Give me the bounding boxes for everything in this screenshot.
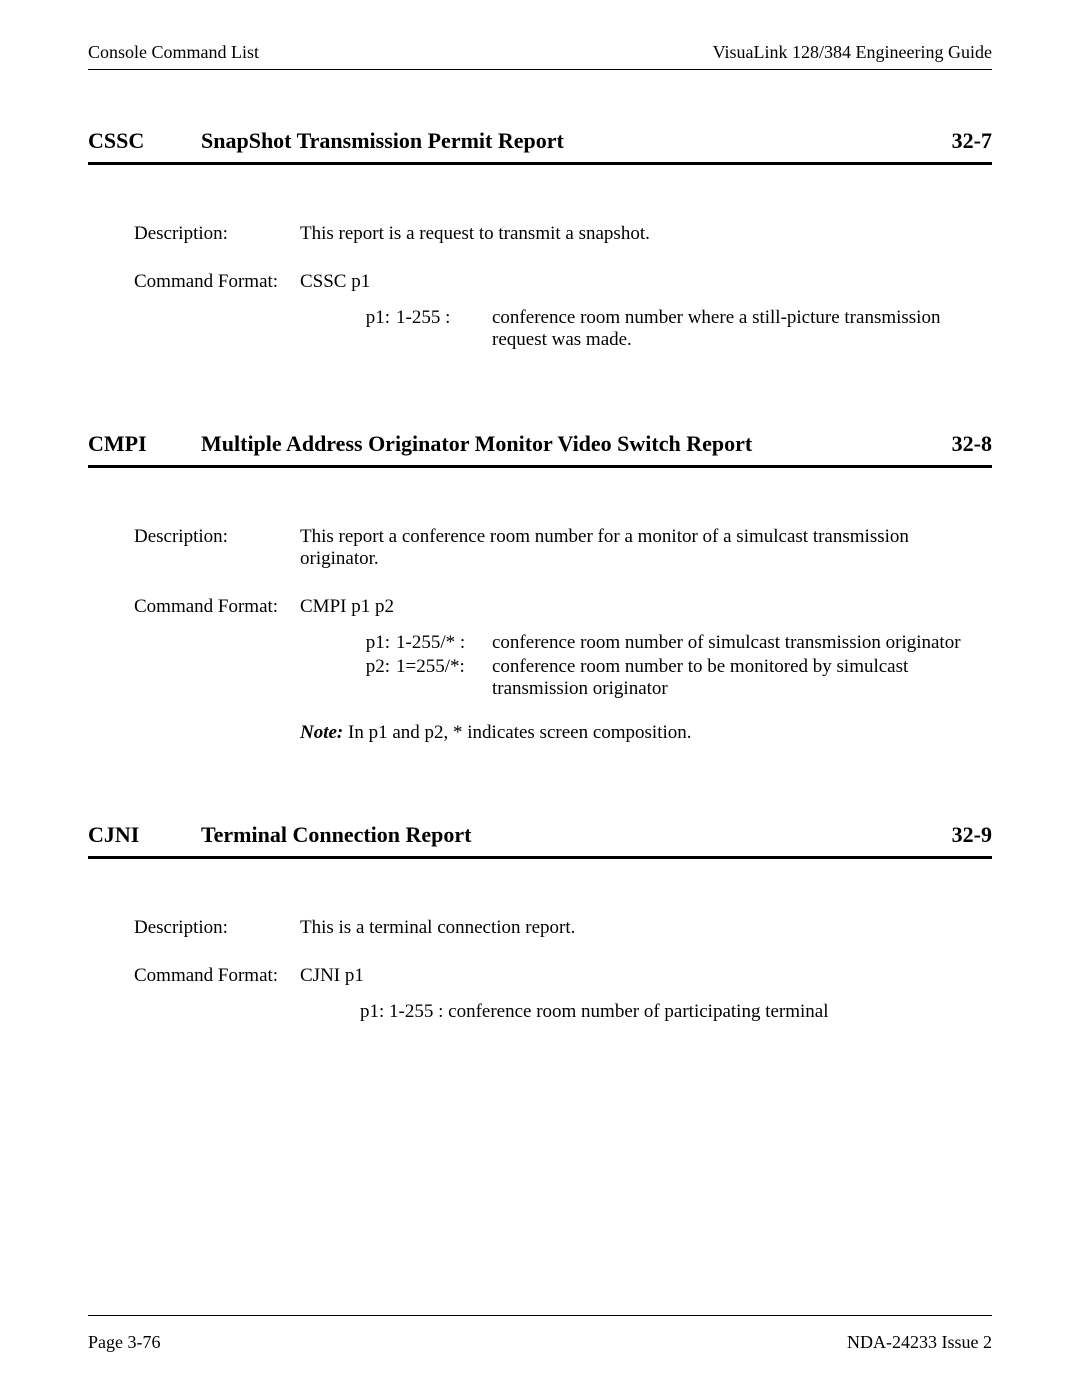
param-key: p1: xyxy=(350,632,396,654)
section-cssc: CSSC SnapShot Transmission Permit Report… xyxy=(88,128,992,353)
param-block: p1: 1-255 : conference room number where… xyxy=(300,307,992,351)
description-label: Description: xyxy=(134,917,300,939)
description-row: Description: This report a conference ro… xyxy=(134,526,992,570)
section-cjni: CJNI Terminal Connection Report 32-9 Des… xyxy=(88,822,992,1023)
command-format-text: CSSC p1 xyxy=(300,271,992,293)
section-cmpi: CMPI Multiple Address Originator Monitor… xyxy=(88,431,992,744)
param-block: p1: 1-255/* : conference room number of … xyxy=(300,632,992,700)
section-title: Multiple Address Originator Monitor Vide… xyxy=(201,431,952,457)
section-number: 32-9 xyxy=(952,822,992,848)
param-row: p1: 1-255 : conference room number where… xyxy=(350,307,992,351)
section-head: CJNI Terminal Connection Report 32-9 xyxy=(88,822,992,859)
command-format-value: CJNI p1 p1: 1-255 : conference room numb… xyxy=(300,965,992,1023)
description-text: This report a conference room number for… xyxy=(300,526,992,570)
running-header: Console Command List VisuaLink 128/384 E… xyxy=(88,42,992,70)
description-label: Description: xyxy=(134,223,300,245)
command-format-row: Command Format: CSSC p1 p1: 1-255 : conf… xyxy=(134,271,992,353)
command-format-label: Command Format: xyxy=(134,965,300,987)
command-format-text: CMPI p1 p2 xyxy=(300,596,992,618)
section-body: Description: This report is a request to… xyxy=(88,223,992,353)
command-format-row: Command Format: CJNI p1 p1: 1-255 : conf… xyxy=(134,965,992,1023)
param-key: p1: xyxy=(350,307,396,329)
section-body: Description: This is a terminal connecti… xyxy=(88,917,992,1023)
section-title: Terminal Connection Report xyxy=(201,822,952,848)
note-row: Note: In p1 and p2, * indicates screen c… xyxy=(300,722,992,744)
running-footer: Page 3-76 NDA-24233 Issue 2 xyxy=(88,1315,992,1353)
param-range: 1-255 : xyxy=(396,307,486,329)
command-format-value: CMPI p1 p2 p1: 1-255/* : conference room… xyxy=(300,596,992,744)
section-number: 32-8 xyxy=(952,431,992,457)
param-desc: conference room number where a still-pic… xyxy=(486,307,992,351)
description-row: Description: This report is a request to… xyxy=(134,223,992,245)
param-row: p1: 1-255/* : conference room number of … xyxy=(350,632,992,654)
command-format-value: CSSC p1 p1: 1-255 : conference room numb… xyxy=(300,271,992,353)
section-code: CJNI xyxy=(88,822,201,848)
footer-right: NDA-24233 Issue 2 xyxy=(847,1332,992,1353)
section-code: CMPI xyxy=(88,431,201,457)
section-title: SnapShot Transmission Permit Report xyxy=(201,128,952,154)
param-row: p2: 1=255/*: conference room number to b… xyxy=(350,656,992,700)
footer-left: Page 3-76 xyxy=(88,1332,160,1353)
section-number: 32-7 xyxy=(952,128,992,154)
command-format-label: Command Format: xyxy=(134,271,300,293)
note-label: Note: xyxy=(300,722,343,743)
param-range: 1-255/* : xyxy=(396,632,486,654)
param-desc: conference room number to be monitored b… xyxy=(486,656,992,700)
section-code: CSSC xyxy=(88,128,201,154)
param-block: p1: 1-255 : conference room number of pa… xyxy=(300,1001,992,1023)
param-inline: p1: 1-255 : conference room number of pa… xyxy=(360,1001,992,1023)
description-label: Description: xyxy=(134,526,300,548)
header-right: VisuaLink 128/384 Engineering Guide xyxy=(713,42,992,63)
description-row: Description: This is a terminal connecti… xyxy=(134,917,992,939)
note-text: In p1 and p2, * indicates screen composi… xyxy=(343,722,691,743)
section-body: Description: This report a conference ro… xyxy=(88,526,992,744)
section-head: CSSC SnapShot Transmission Permit Report… xyxy=(88,128,992,165)
section-head: CMPI Multiple Address Originator Monitor… xyxy=(88,431,992,468)
param-desc: conference room number of simulcast tran… xyxy=(486,632,992,654)
command-format-label: Command Format: xyxy=(134,596,300,618)
command-format-row: Command Format: CMPI p1 p2 p1: 1-255/* :… xyxy=(134,596,992,744)
param-key: p2: xyxy=(350,656,396,678)
header-left: Console Command List xyxy=(88,42,259,63)
description-text: This report is a request to transmit a s… xyxy=(300,223,992,245)
command-format-text: CJNI p1 xyxy=(300,965,992,987)
description-text: This is a terminal connection report. xyxy=(300,917,992,939)
param-range: 1=255/*: xyxy=(396,656,486,678)
